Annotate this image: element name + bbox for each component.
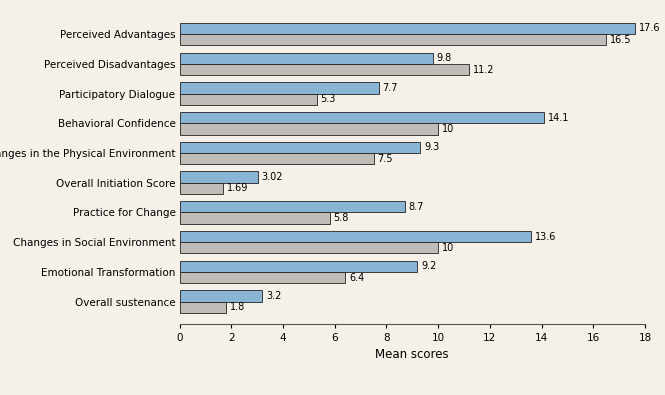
Bar (180, 272, 345, 283)
Bar (180, 153, 374, 164)
Text: 8.7: 8.7 (408, 202, 424, 212)
Text: 10: 10 (442, 124, 454, 134)
Text: 5.8: 5.8 (333, 213, 349, 223)
Bar (180, 123, 438, 135)
Text: 5.3: 5.3 (321, 94, 336, 104)
Text: 14.1: 14.1 (548, 113, 569, 123)
Bar (180, 112, 544, 123)
Bar (180, 290, 262, 302)
Text: 3.02: 3.02 (261, 172, 283, 182)
Text: 10: 10 (442, 243, 454, 253)
Bar (180, 82, 378, 94)
Bar (180, 261, 418, 272)
Text: 1.8: 1.8 (230, 302, 245, 312)
Text: 17.6: 17.6 (638, 23, 660, 34)
Text: 3.2: 3.2 (266, 291, 281, 301)
Text: 11.2: 11.2 (473, 64, 495, 75)
Bar (180, 302, 226, 313)
Bar (180, 171, 257, 183)
Bar (180, 231, 531, 242)
Text: 1.69: 1.69 (227, 183, 249, 194)
X-axis label: Mean scores: Mean scores (376, 348, 449, 361)
Text: 9.2: 9.2 (422, 261, 437, 271)
Bar (180, 183, 223, 194)
Text: 7.5: 7.5 (378, 154, 393, 164)
Bar (180, 201, 404, 213)
Text: 13.6: 13.6 (535, 231, 557, 241)
Bar (180, 142, 420, 153)
Bar (180, 64, 469, 75)
Text: 9.3: 9.3 (424, 142, 439, 152)
Text: 9.8: 9.8 (437, 53, 452, 63)
Bar (180, 213, 330, 224)
Bar (180, 34, 606, 45)
Bar (180, 53, 433, 64)
Text: 16.5: 16.5 (610, 35, 632, 45)
Bar (180, 242, 438, 254)
Bar (180, 94, 317, 105)
Text: 6.4: 6.4 (349, 273, 364, 282)
Bar (180, 23, 634, 34)
Text: 7.7: 7.7 (382, 83, 398, 93)
